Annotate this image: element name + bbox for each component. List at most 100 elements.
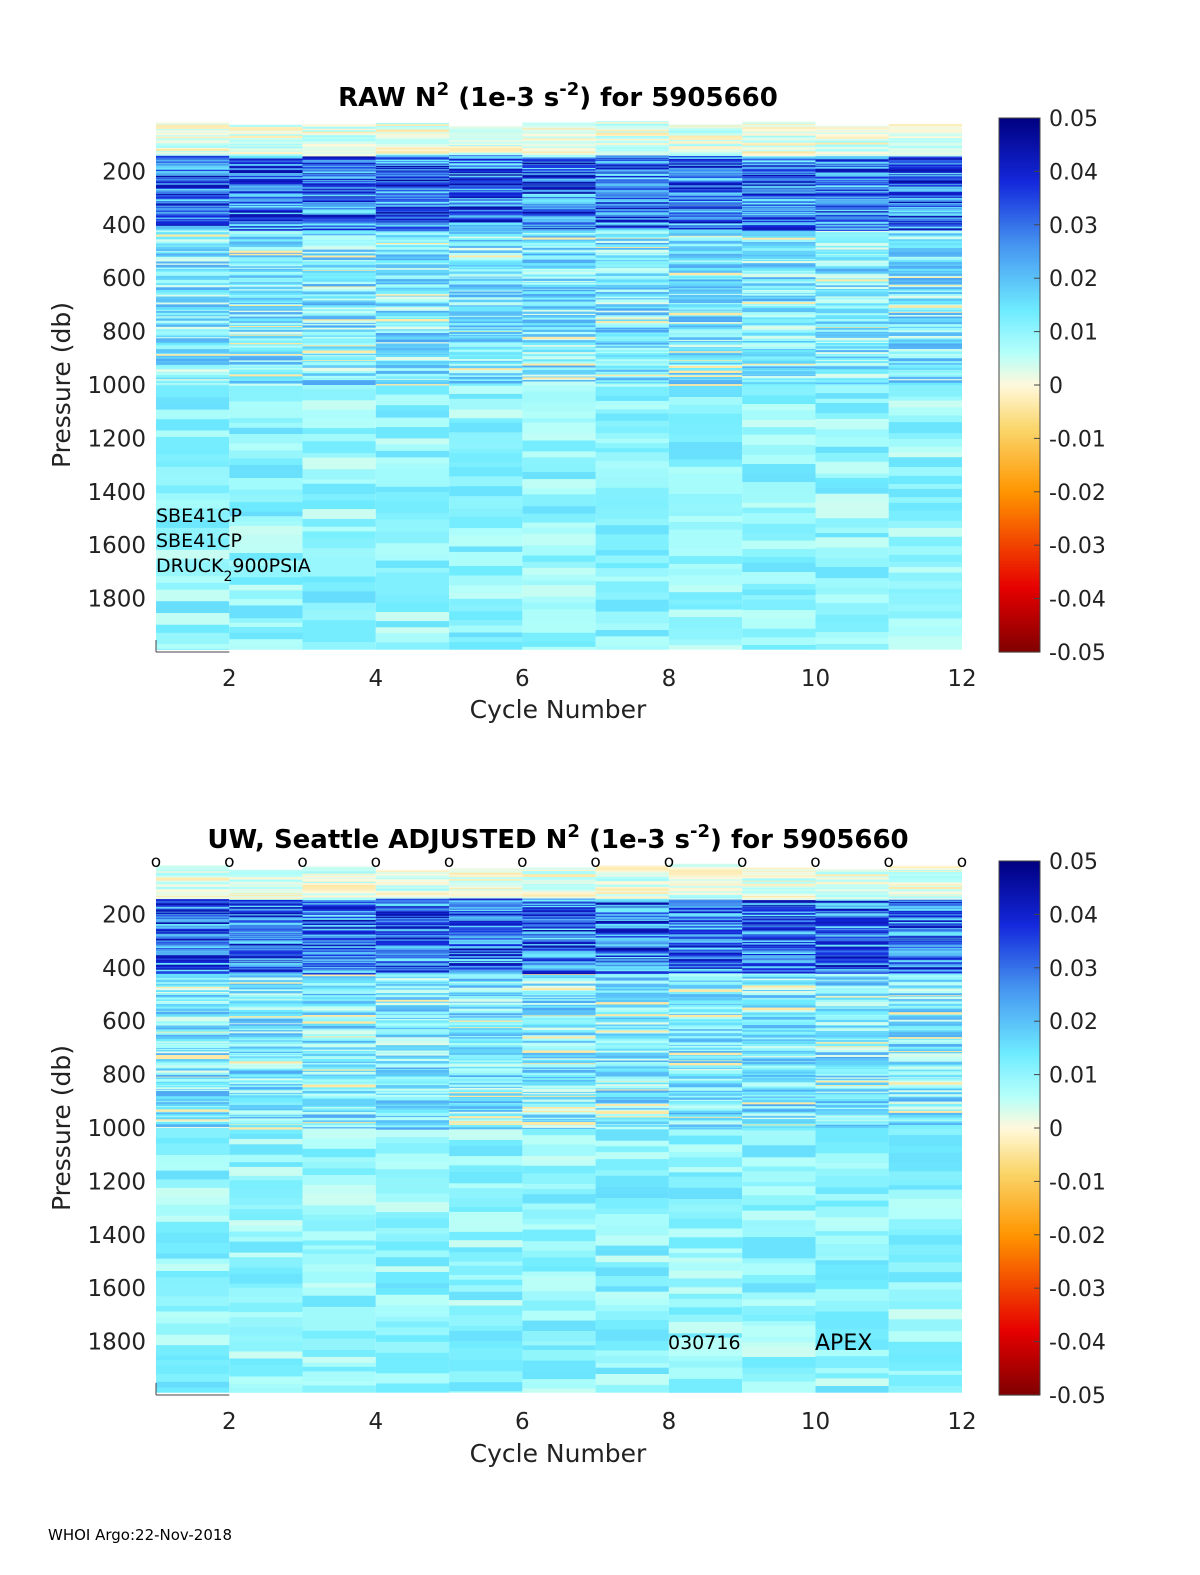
heatmap-cell — [815, 348, 889, 351]
heatmap-cell — [815, 340, 889, 343]
heatmap-cell — [522, 356, 596, 359]
heatmap-cell — [375, 1050, 450, 1053]
heatmap-cell — [888, 200, 962, 203]
heatmap-cell — [668, 364, 743, 367]
heatmap-cell — [522, 313, 596, 316]
heatmap-cell — [522, 1250, 596, 1258]
heatmap-cell — [375, 1042, 450, 1046]
heatmap-cell — [302, 1060, 376, 1063]
heatmap-cell — [815, 178, 889, 181]
heatmap-cell — [302, 1122, 376, 1124]
heatmap-cell — [229, 261, 303, 264]
heatmap-cell — [888, 1012, 962, 1015]
heatmap-cell — [668, 164, 743, 167]
heatmap-cell — [668, 267, 743, 271]
colorbar-segment — [999, 238, 1040, 242]
heatmap-cell — [302, 194, 376, 197]
heatmap-cell — [522, 887, 596, 890]
heatmap-cell — [815, 334, 889, 337]
heatmap-cell — [156, 905, 230, 908]
heatmap-cell — [229, 1001, 303, 1004]
heatmap-cell — [815, 283, 889, 285]
colorbar-segment — [999, 382, 1040, 386]
heatmap-cell — [156, 193, 230, 196]
heatmap-cell — [375, 410, 450, 419]
heatmap-cell — [229, 126, 303, 129]
heatmap-cell — [668, 997, 743, 1001]
heatmap-cell — [302, 135, 376, 138]
heatmap-cell — [668, 961, 743, 963]
heatmap-cell — [229, 390, 303, 402]
heatmap-cell — [595, 970, 669, 972]
heatmap-cell — [522, 237, 596, 239]
heatmap-cell — [815, 1068, 889, 1070]
heatmap-cell — [375, 268, 450, 271]
heatmap-cell — [302, 993, 376, 996]
heatmap-cell — [888, 1053, 962, 1056]
heatmap-cell — [229, 903, 303, 905]
heatmap-cell — [742, 987, 816, 991]
heatmap-cell — [522, 334, 596, 338]
heatmap-cell — [449, 1032, 523, 1035]
heatmap-cell — [742, 947, 816, 949]
heatmap-cell — [449, 204, 523, 207]
heatmap-cell — [742, 151, 816, 154]
heatmap-cell — [742, 557, 816, 564]
colorbar-segment — [999, 999, 1040, 1004]
heatmap-cell — [229, 1060, 303, 1062]
heatmap-cell — [375, 274, 450, 276]
heatmap-cell — [229, 347, 303, 350]
heatmap-cell — [815, 129, 889, 131]
heatmap-cell — [815, 969, 889, 971]
heatmap-cell — [888, 1229, 962, 1236]
heatmap-cell — [229, 908, 303, 910]
heatmap-cell — [815, 871, 889, 875]
heatmap-cell — [156, 179, 230, 182]
heatmap-cell — [815, 169, 889, 172]
heatmap-cell — [449, 286, 523, 290]
heatmap-cell — [668, 1270, 743, 1279]
heatmap-cell — [229, 584, 303, 591]
heatmap-cell — [742, 930, 816, 932]
heatmap-cell — [302, 233, 376, 236]
heatmap-cell — [668, 272, 743, 276]
heatmap-cell — [668, 911, 743, 914]
heatmap-cell — [595, 167, 669, 170]
heatmap-cell — [815, 149, 889, 152]
heatmap-cell — [522, 336, 596, 340]
heatmap-cell — [302, 361, 376, 364]
heatmap-cell — [302, 372, 376, 374]
heatmap-cell — [668, 213, 743, 215]
heatmap-cell — [375, 299, 450, 303]
heatmap-cell — [815, 297, 889, 299]
heatmap-cell — [595, 1198, 669, 1209]
heatmap-cell — [302, 1044, 376, 1046]
heatmap-cell — [449, 275, 523, 277]
colorbar-segment — [999, 395, 1040, 399]
heatmap-cell — [229, 1043, 303, 1047]
heatmap-cell — [888, 488, 962, 498]
heatmap-cell — [156, 200, 230, 202]
heatmap-cell — [156, 563, 230, 573]
heatmap-cell — [595, 477, 669, 489]
heatmap-cell — [522, 948, 596, 950]
heatmap-cell — [156, 1070, 230, 1074]
heatmap-cell — [229, 941, 303, 944]
heatmap-cell — [302, 1245, 376, 1250]
heatmap-cell — [668, 1088, 743, 1092]
heatmap-cell — [595, 1072, 669, 1075]
heatmap-cell — [375, 182, 450, 185]
heatmap-cell — [302, 170, 376, 172]
heatmap-cell — [375, 1053, 450, 1056]
heatmap-cell — [522, 140, 596, 144]
heatmap-cell — [522, 157, 596, 160]
heatmap-cell — [815, 355, 889, 357]
heatmap-cell — [522, 329, 596, 333]
heatmap-cell — [522, 1085, 596, 1089]
heatmap-cell — [595, 177, 669, 180]
heatmap-cell — [229, 948, 303, 950]
heatmap-cell — [449, 1008, 523, 1012]
heatmap-cell — [449, 592, 523, 600]
colorbar-segment — [999, 179, 1040, 183]
heatmap-cell — [229, 967, 303, 969]
